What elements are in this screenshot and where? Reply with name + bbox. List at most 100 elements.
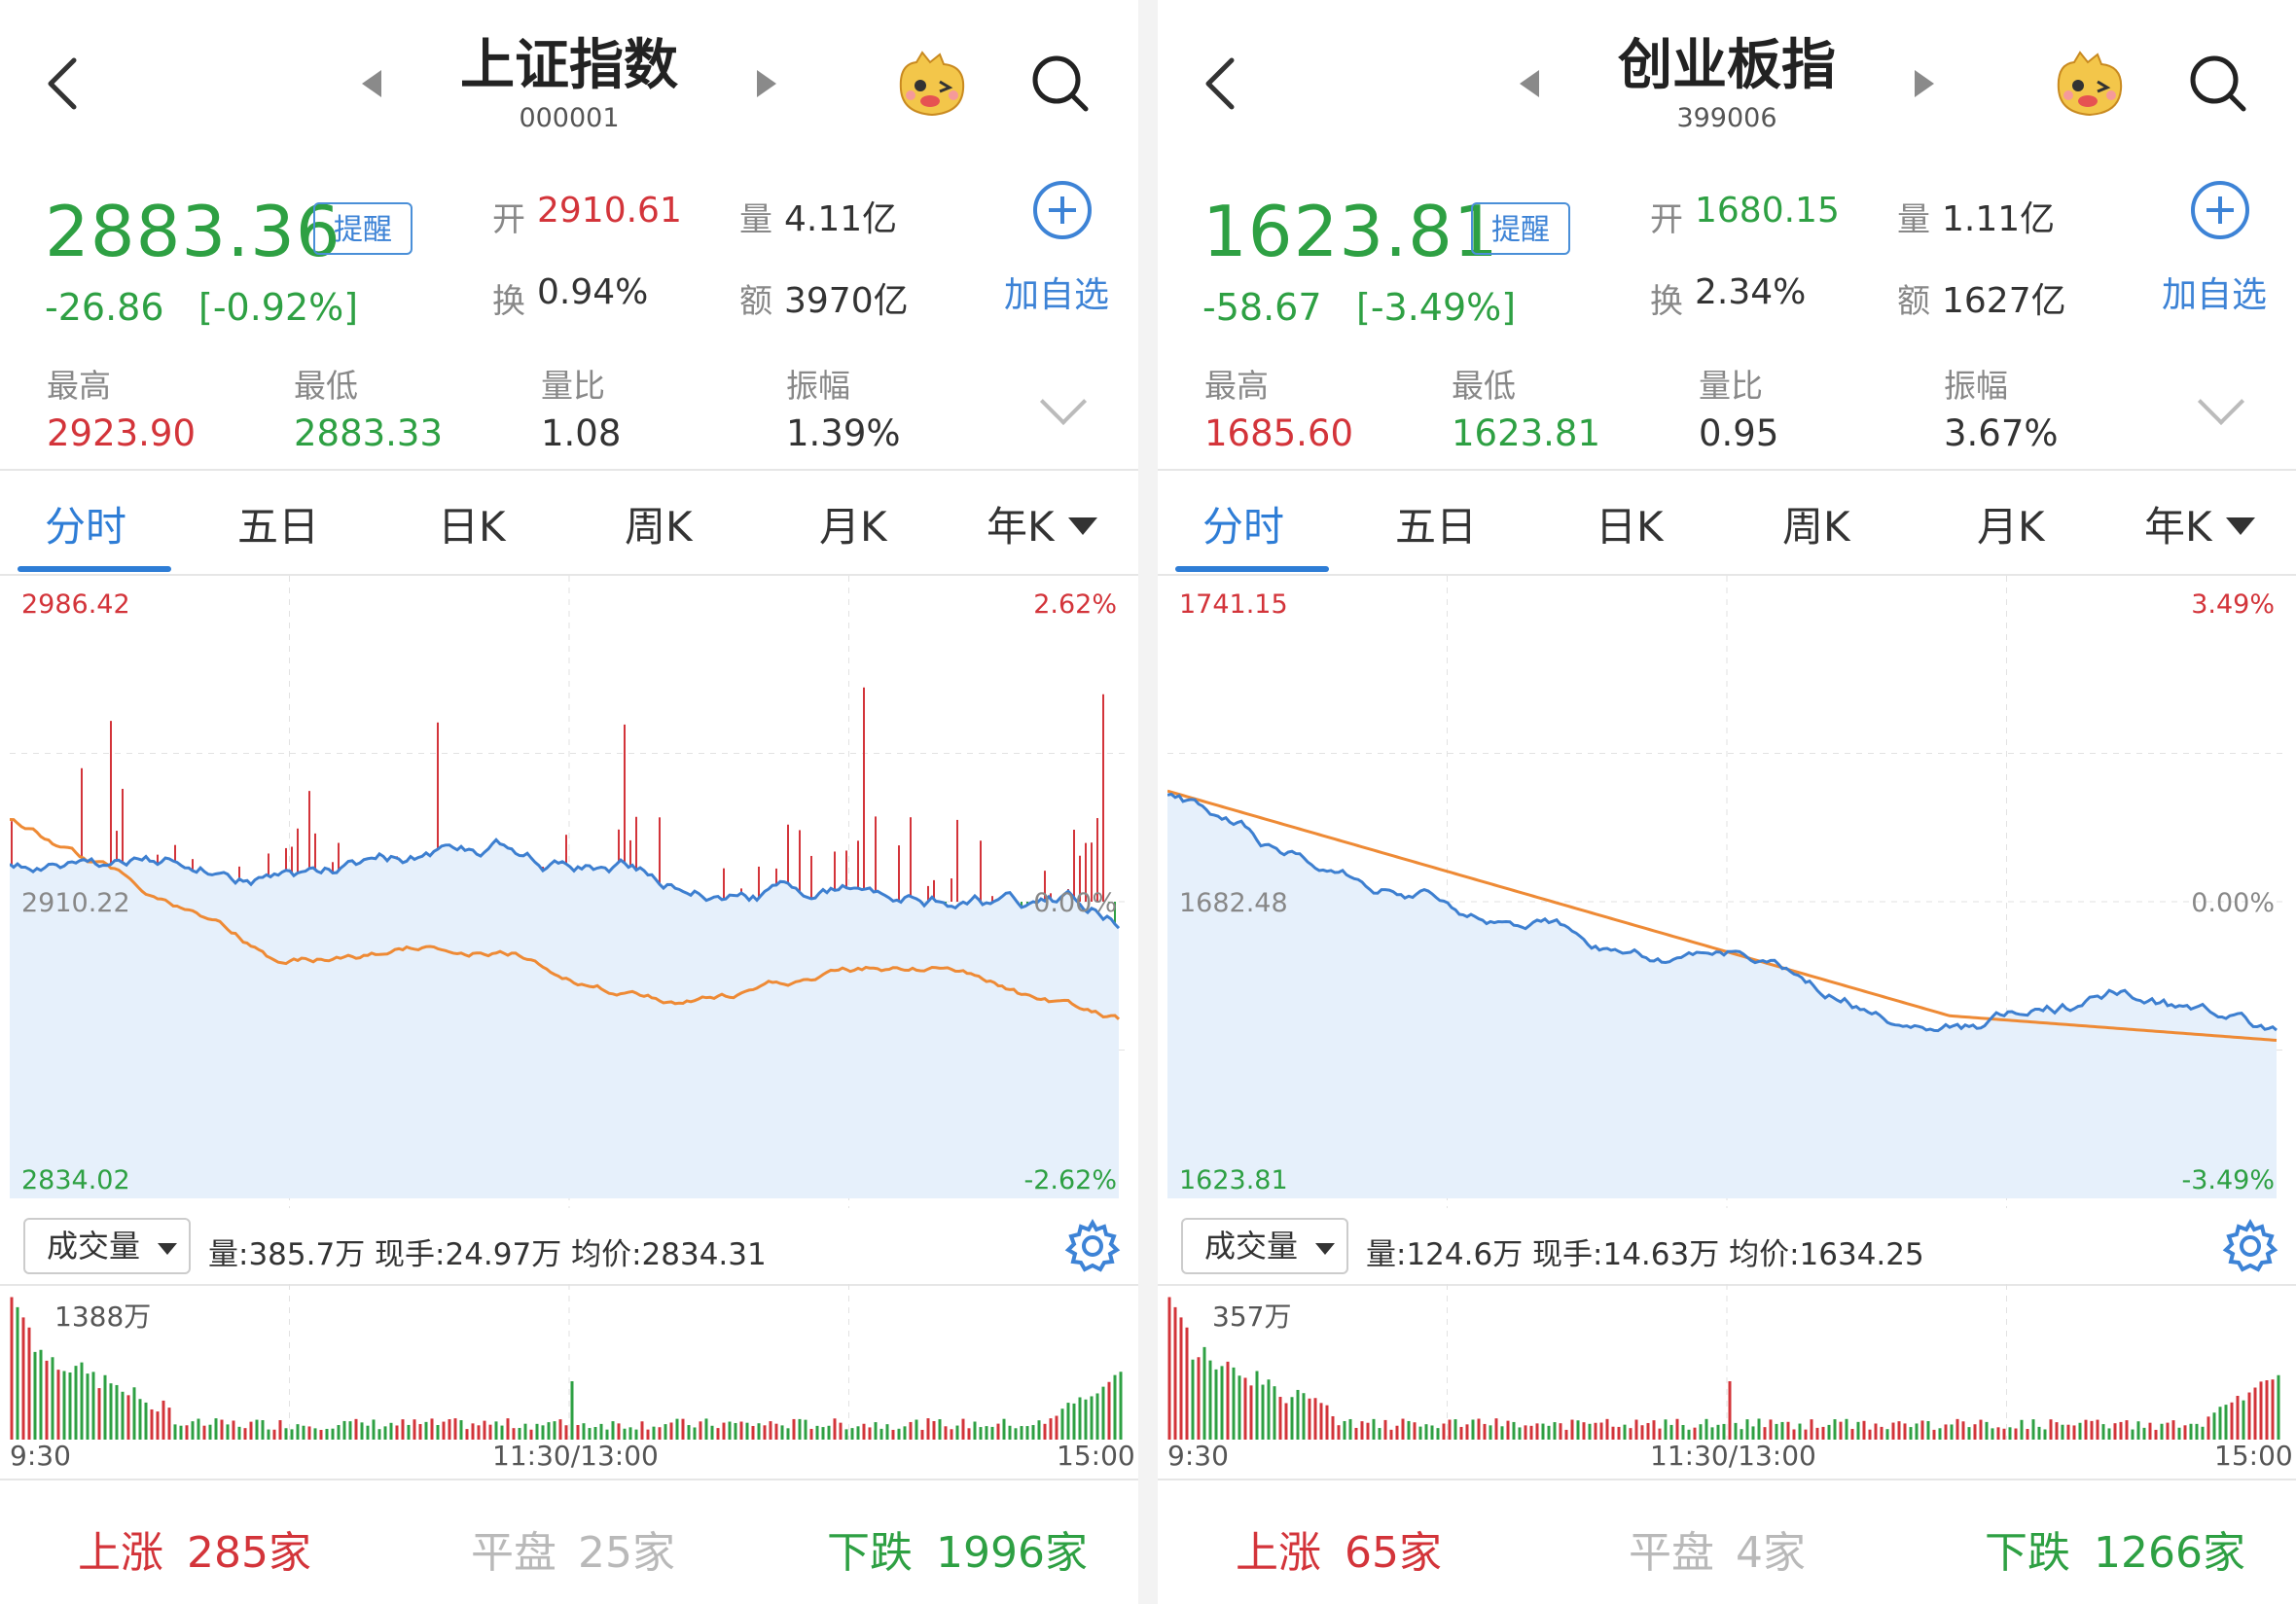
tab-five-day[interactable]: 五日 <box>237 503 320 551</box>
change-value: -58.67 <box>1202 286 1322 329</box>
settings-gear-icon[interactable] <box>1064 1218 1121 1274</box>
time-mid: 11:30/13:00 <box>1650 1440 1816 1472</box>
divider <box>0 469 1138 471</box>
panel-chinext: 创业板指 399006 1623.81 提醒 -58.67 [-3.49%] 开… <box>1158 0 2296 1604</box>
vol-ratio-label: 量比 <box>1699 367 1763 405</box>
high-value: 2923.90 <box>47 412 197 454</box>
amplitude-value: 3.67% <box>1944 412 2059 454</box>
volume-max-label: 1388万 <box>54 1301 152 1333</box>
price-area <box>10 839 1119 1198</box>
divider <box>1158 469 2296 471</box>
pct-mid-label: 0.00% <box>2191 888 2275 918</box>
price-line <box>1166 792 2278 1033</box>
tab-daily-k[interactable]: 日K <box>438 503 506 551</box>
flat-label: 平盘 <box>471 1528 556 1578</box>
volume-label: 量 <box>1897 200 1930 239</box>
tab-monthly-k[interactable]: 月K <box>819 503 887 551</box>
prev-index-icon[interactable] <box>1520 70 1539 97</box>
panel-shanghai: 上证指数 000001 2883.36 提醒 -26.86 [-0.92%] 开… <box>0 0 1138 1604</box>
expand-chevron-icon[interactable] <box>1039 377 1088 426</box>
volume-chart[interactable] <box>1167 1284 2286 1469</box>
turnover-value: 0.94% <box>537 272 649 312</box>
open-label: 开 <box>492 200 525 239</box>
search-icon[interactable] <box>1029 53 1092 115</box>
tab-intraday[interactable]: 分时 <box>45 503 127 551</box>
remind-button[interactable]: 提醒 <box>313 202 413 255</box>
average-line <box>1166 789 2278 1042</box>
change-percent: [-3.49%] <box>1356 286 1517 329</box>
add-watchlist-icon[interactable] <box>2191 181 2249 239</box>
price-line <box>9 838 1121 930</box>
tab-intraday[interactable]: 分时 <box>1202 503 1285 551</box>
back-arrow-icon[interactable] <box>39 54 88 113</box>
mascot-icon[interactable] <box>2051 51 2129 119</box>
index-title: 上证指数 <box>460 34 678 97</box>
tab-weekly-k[interactable]: 周K <box>625 503 693 551</box>
falling-label: 下跌 <box>827 1528 913 1578</box>
flat-count: 25家 <box>578 1528 675 1578</box>
current-price: 1623.81 <box>1202 191 1499 272</box>
low-label: 最低 <box>1452 367 1516 405</box>
rising-label: 上涨 <box>1236 1528 1321 1578</box>
expand-chevron-icon[interactable] <box>2197 377 2245 426</box>
pct-bottom-label: -3.49% <box>2181 1165 2275 1195</box>
time-start: 9:30 <box>10 1440 71 1472</box>
divider <box>1158 1479 2296 1480</box>
axis-mid-label: 2910.22 <box>21 888 130 918</box>
change-value: -26.86 <box>45 286 164 329</box>
turnover-value: 2.34% <box>1695 272 1807 312</box>
index-title: 创业板指 <box>1618 34 1836 97</box>
yearly-dropdown-icon[interactable] <box>2226 517 2255 537</box>
divider <box>1158 574 2296 576</box>
yearly-dropdown-icon[interactable] <box>1068 517 1097 537</box>
back-arrow-icon[interactable] <box>1197 54 1245 113</box>
current-price: 2883.36 <box>45 191 341 272</box>
intraday-chart[interactable]: 2986.42 2.62% 2910.22 0.00% 2834.02 -2.62% <box>9 576 1129 1208</box>
select-arrow-icon <box>1315 1243 1336 1255</box>
add-watchlist-icon[interactable] <box>1033 181 1092 239</box>
volume-value: 1.11亿 <box>1942 199 2056 239</box>
amplitude-label: 振幅 <box>786 367 850 405</box>
pct-bottom-label: -2.62% <box>1023 1165 1117 1195</box>
add-watchlist-label[interactable]: 加自选 <box>1004 275 1110 315</box>
intraday-chart[interactable]: 1741.15 3.49% 1682.48 0.00% 1623.81 -3.49% <box>1166 576 2286 1208</box>
add-watchlist-label[interactable]: 加自选 <box>2162 275 2268 315</box>
falling-count: 1266家 <box>2094 1528 2245 1578</box>
vol-ratio-value: 0.95 <box>1699 412 1779 454</box>
price-area <box>1167 794 2277 1198</box>
high-label: 最高 <box>1204 367 1269 405</box>
volume-indicator-select[interactable]: 成交量 <box>23 1218 191 1274</box>
header: 创业板指 399006 <box>1158 0 2296 165</box>
volume-chart[interactable] <box>10 1284 1129 1469</box>
next-index-icon[interactable] <box>757 70 776 97</box>
volume-select-label: 成交量 <box>47 1228 141 1265</box>
volume-max-label: 357万 <box>1212 1301 1292 1333</box>
axis-min-label: 2834.02 <box>21 1165 130 1195</box>
low-value: 1623.81 <box>1452 412 1601 454</box>
tab-yearly-k[interactable]: 年K <box>987 503 1055 551</box>
tab-monthly-k[interactable]: 月K <box>1977 503 2045 551</box>
amount-value: 3970亿 <box>784 281 909 321</box>
tab-yearly-k[interactable]: 年K <box>2144 503 2212 551</box>
time-end: 15:00 <box>2214 1440 2293 1472</box>
settings-gear-icon[interactable] <box>2222 1218 2278 1274</box>
open-value: 2910.61 <box>537 191 682 231</box>
axis-max-label: 2986.42 <box>21 589 130 620</box>
open-label: 开 <box>1650 200 1683 239</box>
next-index-icon[interactable] <box>1915 70 1934 97</box>
flat-count: 4家 <box>1736 1528 1806 1578</box>
prev-index-icon[interactable] <box>362 70 381 97</box>
remind-button[interactable]: 提醒 <box>1471 202 1570 255</box>
volume-indicator-select[interactable]: 成交量 <box>1181 1218 1348 1274</box>
tab-underline <box>18 566 171 572</box>
divider <box>0 1479 1138 1480</box>
tab-five-day[interactable]: 五日 <box>1395 503 1478 551</box>
index-code: 000001 <box>519 103 620 133</box>
pct-top-label: 2.62% <box>1033 589 1117 620</box>
tab-weekly-k[interactable]: 周K <box>1782 503 1850 551</box>
amplitude-label: 振幅 <box>1944 367 2008 405</box>
flat-label: 平盘 <box>1629 1528 1714 1578</box>
tab-daily-k[interactable]: 日K <box>1596 503 1664 551</box>
mascot-icon[interactable] <box>893 51 971 119</box>
search-icon[interactable] <box>2187 53 2249 115</box>
